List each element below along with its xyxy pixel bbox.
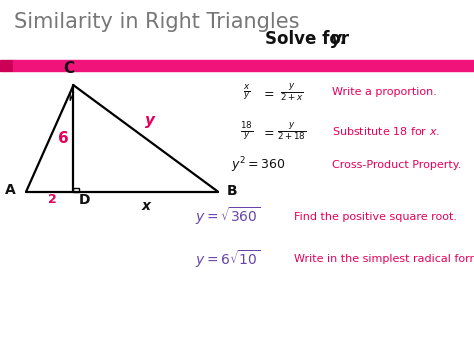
Text: B: B [227, 184, 237, 198]
Text: y.: y. [331, 30, 346, 48]
Text: C: C [63, 61, 74, 76]
Text: $y^2 = 360$: $y^2 = 360$ [231, 155, 286, 175]
Text: $\frac{x}{y}$: $\frac{x}{y}$ [243, 82, 250, 102]
Text: Write a proportion.: Write a proportion. [332, 87, 437, 97]
Text: $y = \sqrt{360}$: $y = \sqrt{360}$ [195, 206, 260, 228]
Text: Solve for: Solve for [265, 30, 356, 48]
Text: Write in the simplest radical form.: Write in the simplest radical form. [294, 254, 474, 264]
Bar [73, 188, 79, 192]
Text: $y = 6\sqrt{10}$: $y = 6\sqrt{10}$ [195, 248, 260, 270]
Text: y: y [146, 113, 155, 128]
Text: 6: 6 [58, 131, 68, 146]
Text: 2: 2 [48, 193, 56, 207]
Text: Substitute 18 for $x$.: Substitute 18 for $x$. [332, 125, 440, 137]
Text: Similarity in Right Triangles: Similarity in Right Triangles [14, 12, 300, 32]
Text: $\frac{18}{y}$: $\frac{18}{y}$ [240, 120, 253, 143]
Bar [13, 60, 474, 71]
Text: $\frac{y}{2 + 18}$: $\frac{y}{2 + 18}$ [277, 121, 306, 142]
Text: D: D [79, 193, 91, 207]
Bar [0, 60, 13, 71]
Text: x: x [141, 199, 150, 213]
Text: Cross-Product Property.: Cross-Product Property. [332, 160, 461, 170]
Text: $\frac{y}{2 + x}$: $\frac{y}{2 + x}$ [280, 82, 303, 103]
Text: $=$: $=$ [261, 125, 274, 138]
Text: $=$: $=$ [261, 86, 274, 99]
Text: Find the positive square root.: Find the positive square root. [294, 212, 457, 222]
Text: A: A [5, 183, 16, 197]
